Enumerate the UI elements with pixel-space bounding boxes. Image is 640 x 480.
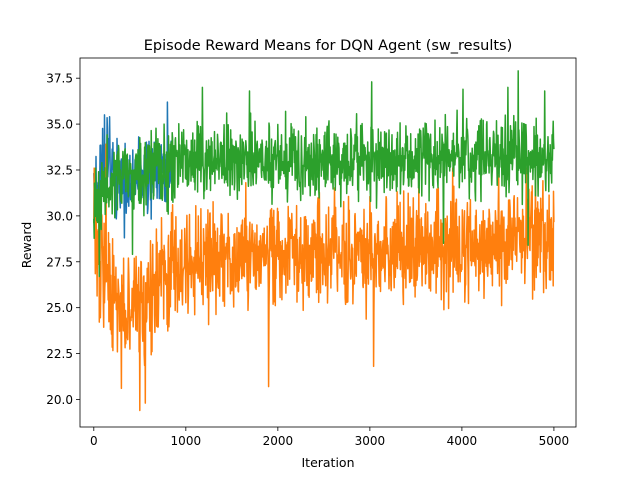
axes-frame xyxy=(79,57,577,428)
x-tick-label: 1000 xyxy=(171,434,202,448)
x-tick-label: 0 xyxy=(90,434,98,448)
y-tick-label: 20.0 xyxy=(46,393,73,407)
y-tick-label: 32.5 xyxy=(46,163,73,177)
x-axis-ticks: 0 1000 2000 3000 4000 5000 xyxy=(90,427,569,448)
x-tick-label: 5000 xyxy=(539,434,570,448)
y-tick-label: 22.5 xyxy=(46,347,73,361)
y-tick-label: 27.5 xyxy=(46,255,73,269)
y-tick-label: 25.0 xyxy=(46,301,73,315)
series-line-3 xyxy=(93,70,555,278)
y-tick-label: 37.5 xyxy=(46,72,73,86)
y-axis-ticks: 20.0 22.5 25.0 27.5 30.0 32.5 35.0 37.5 xyxy=(46,72,80,407)
y-axis-label: Reward xyxy=(19,222,34,269)
y-tick-label: 30.0 xyxy=(46,209,73,223)
series-line-2 xyxy=(93,143,555,412)
y-tick-label: 35.0 xyxy=(46,118,73,132)
x-tick-label: 2000 xyxy=(263,434,294,448)
plot-series-group xyxy=(93,70,555,412)
x-tick-label: 3000 xyxy=(355,434,386,448)
x-tick-label: 4000 xyxy=(447,434,478,448)
chart-title: Episode Reward Means for DQN Agent (sw_r… xyxy=(144,38,513,54)
x-axis-label: Iteration xyxy=(301,455,354,470)
